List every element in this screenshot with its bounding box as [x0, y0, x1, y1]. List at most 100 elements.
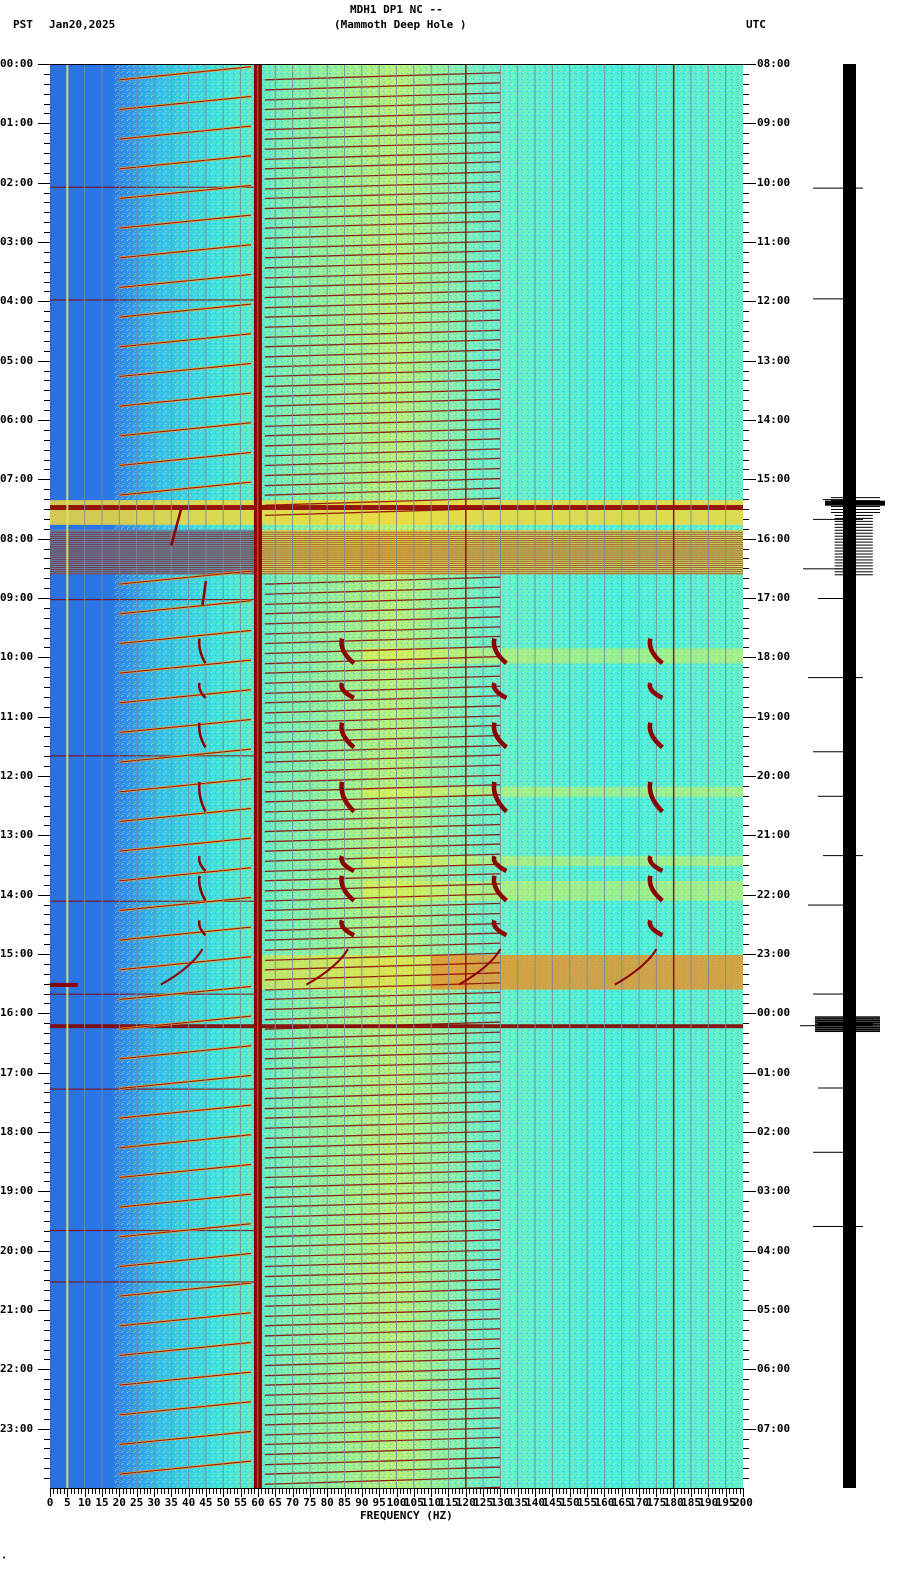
seismogram-trace — [798, 62, 902, 1490]
x-tick-minor — [209, 1488, 211, 1494]
y-tick-minor — [44, 153, 50, 154]
x-tick-minor — [680, 1488, 682, 1494]
x-tick-minor — [399, 1488, 401, 1494]
y-tick-minor — [743, 509, 749, 510]
y-tick-major-right — [743, 64, 756, 65]
x-label: 160 — [594, 1496, 615, 1509]
y-tick-minor — [44, 1448, 50, 1450]
y-tick-minor — [44, 627, 50, 629]
y-tick-major-right — [743, 242, 756, 243]
y-label-left: 21:00 — [0, 1303, 34, 1316]
x-tick-major — [136, 1488, 138, 1497]
y-tick-minor — [743, 924, 749, 926]
x-tick-major — [205, 1488, 207, 1497]
y-label-right: 13:00 — [757, 353, 791, 367]
y-tick-major-left — [38, 894, 50, 896]
y-label-right: 12:00 — [757, 294, 791, 308]
y-tick-minor — [44, 815, 50, 817]
x-tick-minor — [192, 1488, 194, 1494]
y-tick-minor — [44, 1270, 50, 1272]
y-tick-minor — [743, 469, 749, 471]
y-tick-minor — [44, 311, 50, 313]
x-tick-major — [240, 1488, 242, 1497]
y-tick-minor — [743, 993, 749, 995]
y-tick-minor — [743, 1102, 749, 1104]
x-tick-minor — [531, 1488, 533, 1494]
x-tick-minor — [254, 1488, 256, 1494]
x-tick-minor — [403, 1488, 405, 1494]
y-tick-minor — [743, 291, 749, 293]
y-tick-minor — [44, 607, 50, 609]
x-tick-minor — [548, 1488, 550, 1494]
y-tick-minor — [44, 1003, 50, 1005]
y-tick-minor — [743, 795, 749, 797]
y-tick-minor — [44, 133, 50, 135]
y-tick-minor — [743, 1339, 749, 1341]
y-tick-minor — [743, 350, 749, 352]
y-tick-major-left — [38, 657, 50, 659]
x-tick-minor — [663, 1488, 665, 1494]
y-tick-minor — [743, 1448, 749, 1450]
x-tick-minor — [555, 1488, 557, 1494]
y-tick-minor — [743, 281, 749, 283]
x-tick-major — [292, 1488, 294, 1497]
x-tick-major — [413, 1488, 415, 1497]
y-tick-minor — [44, 647, 50, 649]
x-tick-minor — [507, 1488, 509, 1494]
y-label-right: 22:00 — [757, 887, 791, 901]
y-tick-minor — [44, 380, 50, 382]
y-tick-minor — [44, 1102, 50, 1104]
y-tick-minor — [44, 202, 50, 204]
y-label-left: 10:00 — [0, 650, 34, 664]
y-tick-minor — [743, 1260, 749, 1262]
y-tick-minor — [743, 271, 749, 273]
y-tick-minor — [44, 874, 50, 876]
y-tick-minor — [44, 1359, 50, 1361]
y-tick-major-left — [38, 1428, 50, 1430]
x-label: 155 — [577, 1496, 597, 1509]
y-tick-minor — [743, 904, 749, 906]
y-tick-major-left — [38, 954, 50, 955]
x-tick-minor — [455, 1488, 457, 1494]
y-tick-minor — [743, 766, 749, 768]
y-tick-major-left — [38, 123, 50, 125]
x-tick-minor — [503, 1488, 505, 1494]
x-tick-major — [327, 1488, 329, 1497]
y-tick-minor — [743, 380, 749, 382]
y-tick-major-right — [743, 538, 756, 540]
y-label-right: 21:00 — [757, 828, 791, 842]
y-tick-minor — [44, 983, 50, 985]
x-label: 50 — [216, 1496, 230, 1509]
x-tick-minor — [299, 1488, 301, 1494]
y-tick-minor — [743, 1211, 749, 1213]
y-tick-minor — [44, 746, 50, 748]
x-tick-minor — [174, 1488, 176, 1494]
x-tick-minor — [410, 1488, 412, 1494]
x-axis-title: FREQUENCY (HZ) — [360, 1509, 453, 1522]
y-tick-minor — [44, 766, 50, 768]
x-tick-minor — [417, 1488, 419, 1494]
y-tick-major-right — [743, 1191, 756, 1193]
y-tick-minor — [44, 449, 50, 451]
y-tick-minor — [44, 410, 50, 412]
x-tick-minor — [472, 1488, 474, 1494]
y-tick-minor — [743, 1319, 749, 1321]
y-label-left: 03:00 — [0, 235, 34, 248]
x-label: 30 — [147, 1496, 161, 1509]
x-label: 130 — [490, 1496, 511, 1509]
x-tick-minor — [493, 1488, 495, 1494]
y-tick-minor — [44, 113, 50, 115]
y-tick-major-left — [38, 1013, 50, 1015]
y-tick-minor — [743, 1478, 749, 1480]
x-tick-minor — [289, 1488, 291, 1494]
x-tick-minor — [386, 1488, 388, 1494]
x-tick-major — [673, 1488, 675, 1497]
y-tick-minor — [743, 1023, 749, 1025]
y-tick-minor — [743, 439, 749, 441]
x-tick-minor — [486, 1488, 488, 1494]
y-tick-minor — [743, 736, 749, 738]
y-tick-minor — [743, 162, 749, 164]
y-tick-minor — [743, 1201, 749, 1203]
y-tick-minor — [44, 1052, 50, 1054]
y-tick-minor — [44, 291, 50, 293]
